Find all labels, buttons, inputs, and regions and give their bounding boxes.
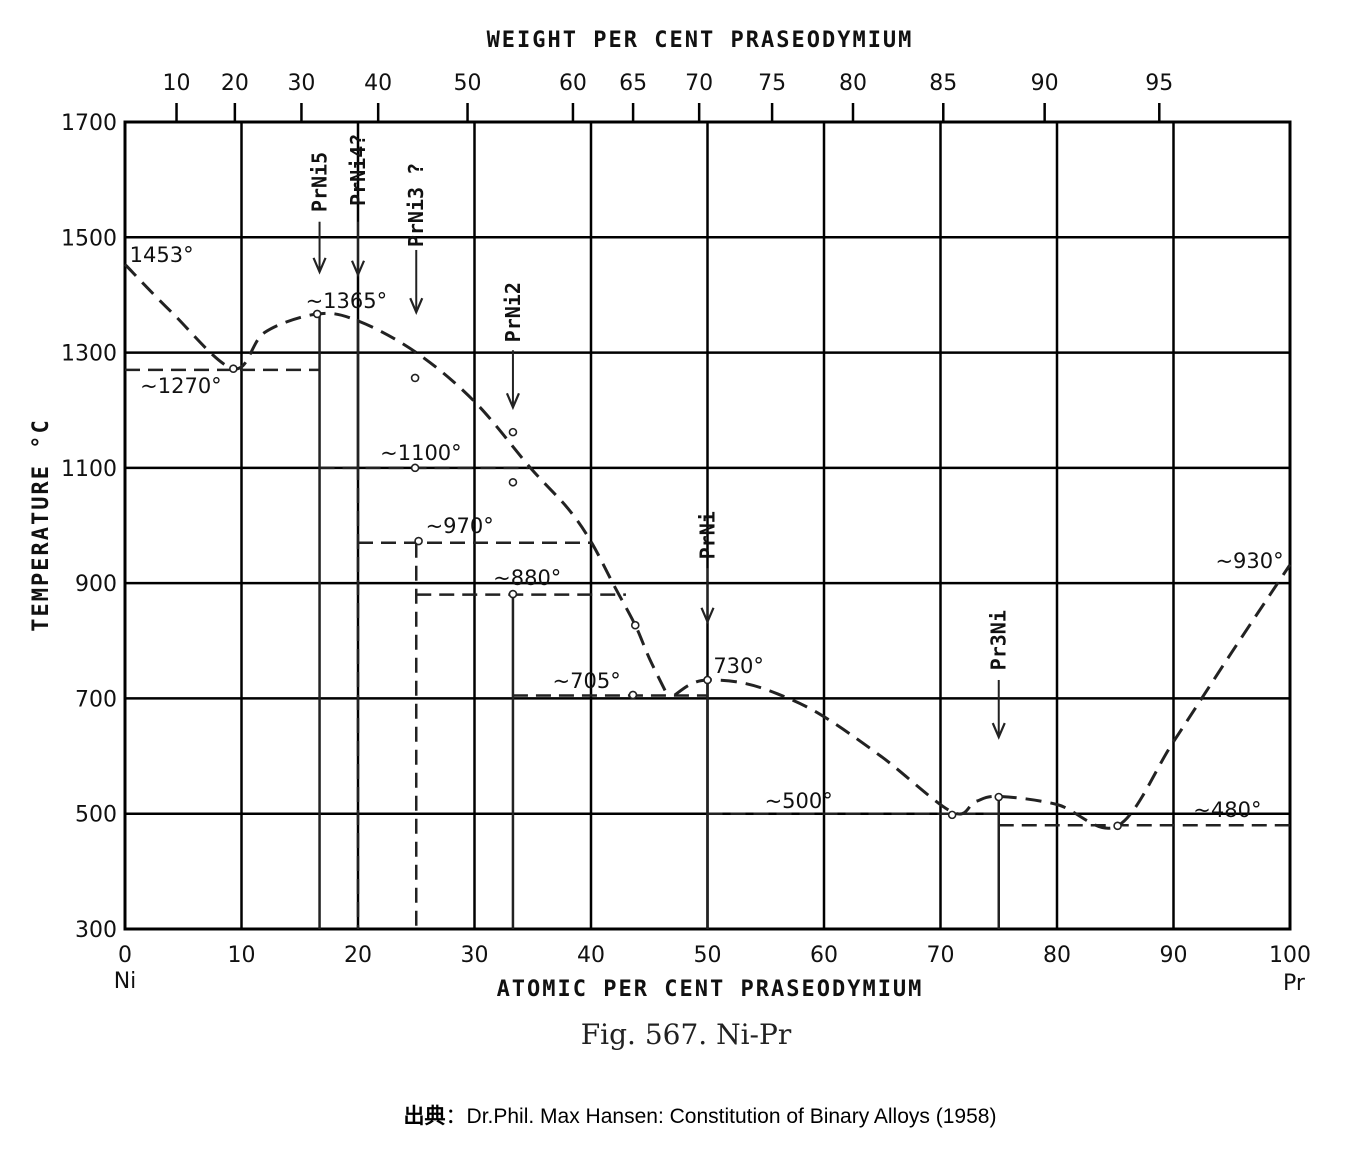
compound-label: PrNi4? <box>346 134 370 206</box>
x-tick-label: 10 <box>228 943 256 968</box>
x-tick-label: 60 <box>810 943 838 968</box>
y-axis-title: TEMPERATURE °C <box>29 418 54 631</box>
top-axis-title: WEIGHT PER CENT PRASEODYMIUM <box>487 28 914 53</box>
x-tick-label: 50 <box>694 943 722 968</box>
top-weight-tick-label: 20 <box>221 71 249 96</box>
compound-label: PrNi2 <box>501 282 525 342</box>
y-tick-label: 1500 <box>61 226 117 251</box>
liquidus-curve <box>123 263 669 695</box>
data-point <box>414 536 423 546</box>
data-point <box>703 675 712 685</box>
y-tick-label: 900 <box>75 572 117 597</box>
y-tick-label: 300 <box>75 918 117 943</box>
top-weight-tick-label: 80 <box>839 71 867 96</box>
temperature-annotation: ~880° <box>493 566 561 590</box>
temperature-annotation: ~705° <box>553 669 621 693</box>
arrow-down-icon <box>991 722 1006 740</box>
data-point <box>410 373 420 383</box>
source-prefix: 出典 <box>403 1105 446 1128</box>
arrow-down-icon <box>505 392 520 411</box>
data-point <box>947 810 957 820</box>
source-text: Dr.Phil. Max Hansen: Constitution of Bin… <box>466 1105 997 1128</box>
x-end-label-pr: Pr <box>1283 971 1306 996</box>
y-tick-label: 700 <box>75 687 117 712</box>
y-tick-label: 1300 <box>61 342 117 367</box>
liquidus-curve <box>674 563 1292 830</box>
temperature-annotation: 730° <box>713 654 764 678</box>
temperature-annotation: ~500° <box>765 789 833 813</box>
y-tick-label: 1100 <box>61 457 117 482</box>
temperature-annotation: ~480° <box>1193 798 1261 822</box>
x-tick-label: 0 <box>118 943 132 968</box>
y-tick-label: 1700 <box>61 111 117 136</box>
top-weight-tick-label: 95 <box>1145 71 1173 96</box>
data-point <box>508 427 518 437</box>
top-weight-tick-label: 70 <box>685 71 713 96</box>
temperature-annotation: ~1270° <box>140 374 222 398</box>
x-tick-label: 20 <box>344 943 372 968</box>
source-citation: 出典：Dr.Phil. Max Hansen: Constitution of … <box>0 1100 1372 1130</box>
y-tick-label: 500 <box>75 803 117 828</box>
x-tick-label: 30 <box>461 943 489 968</box>
data-point <box>508 589 518 599</box>
x-tick-label: 100 <box>1269 943 1311 968</box>
top-weight-tick-label: 85 <box>929 71 957 96</box>
top-weight-tick-label: 50 <box>454 71 482 96</box>
data-point <box>630 620 640 630</box>
compound-label: PrNi5 <box>308 152 332 212</box>
data-point <box>312 309 322 319</box>
top-weight-tick-label: 60 <box>559 71 587 96</box>
data-point <box>508 477 518 487</box>
arrow-down-icon <box>700 607 715 625</box>
x-tick-label: 90 <box>1160 943 1188 968</box>
arrow-down-icon <box>312 257 327 275</box>
top-weight-tick-label: 65 <box>619 71 647 96</box>
figure-caption: Fig. 567. Ni-Pr <box>580 1018 792 1051</box>
temperature-annotation: ~930° <box>1215 549 1283 573</box>
x-tick-label: 70 <box>927 943 955 968</box>
compound-label: Pr3Ni <box>987 610 1011 670</box>
arrow-down-icon <box>350 260 366 278</box>
x-tick-label: 40 <box>577 943 605 968</box>
data-point <box>229 364 238 374</box>
arrow-down-icon <box>409 297 424 316</box>
data-point <box>994 792 1004 802</box>
top-weight-tick-label: 90 <box>1031 71 1059 96</box>
x-end-label-ni: Ni <box>114 969 137 994</box>
source-separator: ： <box>445 1105 467 1128</box>
top-weight-tick-label: 40 <box>364 71 392 96</box>
top-weight-tick-label: 30 <box>287 71 315 96</box>
temperature-annotation: ~1365° <box>306 289 388 313</box>
data-point <box>1113 821 1122 831</box>
top-weight-tick-label: 10 <box>163 71 191 96</box>
temperature-annotation: ~1100° <box>380 441 462 465</box>
temperature-annotation: 1453° <box>130 243 194 267</box>
x-tick-label: 80 <box>1043 943 1071 968</box>
data-point <box>628 690 638 700</box>
x-axis-title: ATOMIC PER CENT PRASEODYMIUM <box>497 977 924 1002</box>
compound-label: PrNi3 ? <box>404 163 428 247</box>
data-point <box>410 463 420 473</box>
top-weight-tick-label: 75 <box>758 71 786 96</box>
temperature-annotation: ~970° <box>426 514 494 538</box>
compound-label: PrNi <box>696 511 720 559</box>
